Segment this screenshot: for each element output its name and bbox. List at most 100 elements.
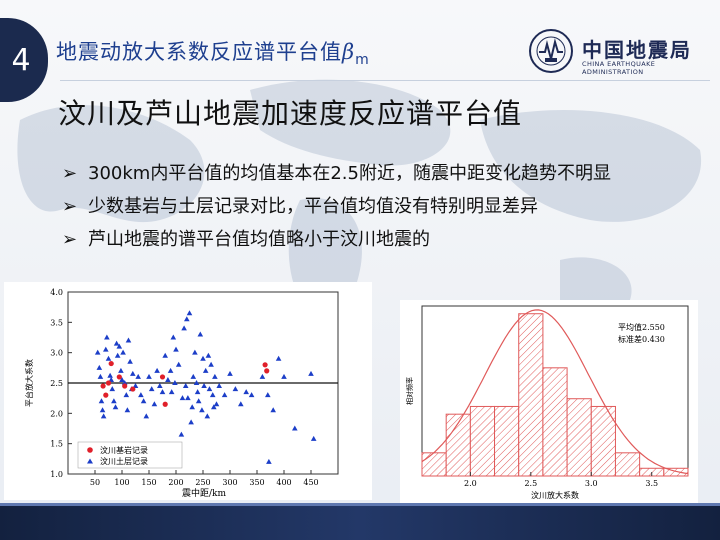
soil-point [209,392,216,398]
soil-point [148,386,155,392]
histogram-bar [590,405,616,477]
soil-point [114,352,121,358]
soil-point [119,376,125,382]
legend-triangle-marker [87,458,93,464]
bedrock-point [100,383,106,389]
legend-label-bedrock: 汶川基岩记录 [100,445,148,455]
bullet-text: 300km内平台值的均值基本在2.5附近，随震中距变化趋势不明显 [88,163,611,184]
soil-point [266,458,272,464]
soil-point [275,355,282,361]
soil-point [259,373,266,379]
soil-point [154,367,160,373]
soil-point [221,392,228,398]
soil-point [181,325,187,331]
soil-point [135,373,141,379]
histogram-bar [566,398,592,477]
annotation-mean: 平均值2.550 [618,322,665,332]
soil-point [200,355,206,361]
soil-point [213,401,220,407]
logo-name-zh: 中国地震局 [582,38,692,62]
x-tick-label: 400 [276,478,291,487]
soil-point [140,398,147,404]
slide-topic: 地震动放大系数反应谱平台值βm [56,36,370,68]
soil-point [94,349,101,355]
soil-point [292,425,298,431]
x-tick-label: 350 [249,478,264,487]
soil-point [113,340,120,346]
scatter-legend: 汶川基岩记录 汶川土层记录 [77,441,183,469]
bedrock-point [116,374,122,380]
bedrock-point [103,392,109,398]
cea-logo: 中国地震局 CHINA EARTHQUAKE ADMINISTRATION [528,28,714,76]
soil-point [270,407,276,413]
beta-subscript: m [355,52,370,69]
y-tick-label: 3.0 [50,349,63,358]
soil-point [173,346,179,352]
slide-number: 4 [11,42,31,78]
soil-point [232,386,239,392]
soil-point [188,419,194,425]
arrow-bullet-icon: ➢ [62,163,78,184]
soil-point [310,435,317,441]
y-tick-label: 4.0 [50,288,63,297]
soil-point [111,398,117,404]
bedrock-point [264,368,270,374]
soil-point [107,372,113,378]
soil-point [112,404,119,410]
histogram-bar [494,405,520,477]
legend-label-soil: 汶川土层记录 [100,456,148,466]
soil-point [159,389,166,395]
soil-point [206,386,213,392]
soil-point [197,331,204,337]
footer-accent-line [0,503,720,506]
soil-point [130,370,136,376]
hist-x-tick-label: 3.5 [645,479,658,488]
soil-point [165,376,171,382]
soil-point [146,373,152,379]
x-tick-label: 50 [90,478,100,487]
soil-point [138,392,144,398]
soil-point [105,355,112,361]
soil-point [172,380,178,385]
bullet-list: ➢ 300km内平台值的均值基本在2.5附近，随震中距变化趋势不明显 ➢ 少数基… [62,160,702,259]
x-tick-label: 200 [168,478,183,487]
soil-point [208,361,214,367]
soil-point [124,407,131,413]
soil-point [157,383,163,389]
topic-text: 地震动放大系数反应谱平台值 [56,40,342,64]
soil-point [103,346,109,352]
soil-point [104,334,110,340]
soil-point [195,398,202,404]
soil-point [193,380,200,385]
soil-point [281,373,287,379]
bullet-item: ➢ 芦山地震的谱平台值均值略小于汶川地震的 [62,226,702,253]
soil-point [168,389,175,395]
hist-x-tick-label: 3.0 [585,479,598,488]
soil-point [190,373,197,379]
soil-point [211,404,217,410]
hist-x-tick-label: 2.5 [524,479,537,488]
soil-point [185,395,191,401]
bullet-item: ➢ 少数基岩与土层记录对比，平台值均值没有特别明显差异 [62,193,702,220]
bedrock-point [262,362,268,368]
soil-point [308,370,314,376]
soil-point [99,407,106,413]
bedrock-point [130,386,136,392]
soil-point [205,352,212,358]
soil-point [179,395,186,401]
histogram-bar [542,367,568,477]
soil-point [199,407,205,413]
histogram-bar [614,452,641,477]
y-tick-label: 1.0 [50,470,63,479]
scatter-chart: 1.0 1.5 2.0 2.5 3.0 3.5 4.0 50 100 150 200 250 300 3… [24,288,339,499]
x-tick-label: 250 [195,478,210,487]
soil-point [202,367,209,373]
histogram-chart: 2.0 2.5 3.0 3.5 平均值2.550 标准差0.430 汶川放大系数 相对… [405,305,689,500]
hist-x-tick-label: 2.0 [464,479,477,488]
x-tick-label: 100 [114,478,129,487]
bedrock-point [105,380,112,386]
arrow-bullet-icon: ➢ [62,196,78,217]
soil-point [108,376,114,382]
soil-point [212,373,218,379]
